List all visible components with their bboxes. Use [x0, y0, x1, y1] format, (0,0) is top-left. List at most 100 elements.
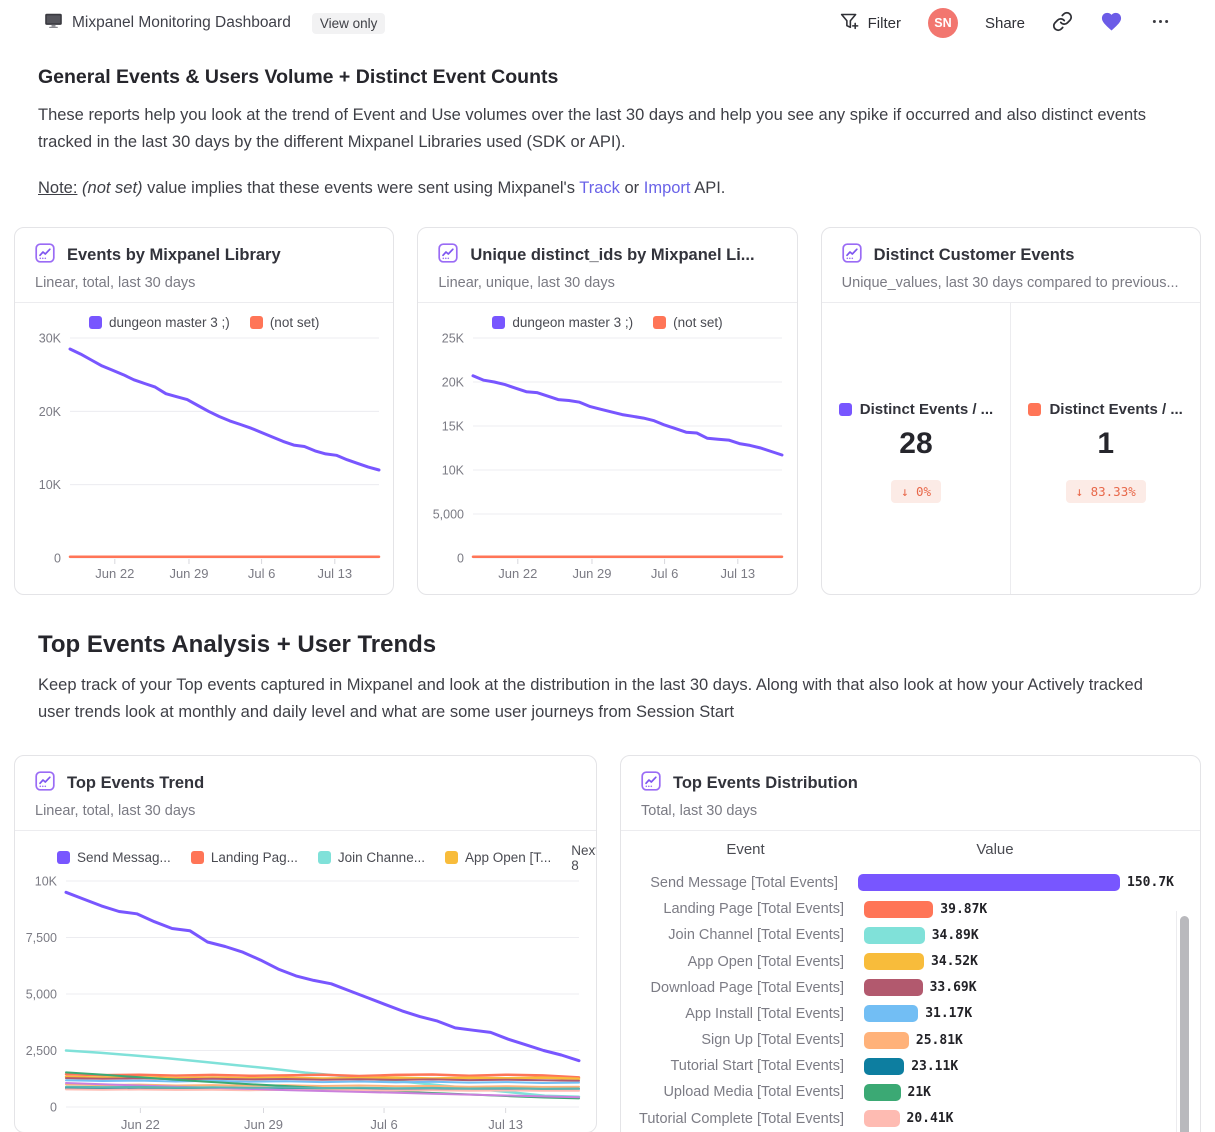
table-row[interactable]: Tutorial Start [Total Events] 23.11K	[635, 1053, 1174, 1079]
value-label: 34.89K	[931, 927, 979, 943]
line-chart-icon	[641, 771, 661, 796]
card-title-distinct-customer-events[interactable]: Distinct Customer Events	[842, 243, 1180, 268]
value-bar	[858, 874, 1121, 892]
card-subtitle: Linear, total, last 30 days	[35, 802, 196, 819]
line-chart-icon	[438, 243, 458, 268]
column-header-value: Value	[976, 840, 1014, 858]
svg-text:Jul 6: Jul 6	[248, 566, 275, 581]
table-row[interactable]: Sign Up [Total Events] 25.81K	[635, 1027, 1174, 1053]
card-unique-distinct-ids: Unique distinct_ids by Mixpanel Li... Li…	[417, 227, 798, 596]
scrollbar-thumb[interactable]	[1180, 915, 1189, 1132]
svg-text:Jun 29: Jun 29	[573, 566, 612, 581]
svg-text:30K: 30K	[39, 332, 62, 346]
page-title: Mixpanel Monitoring Dashboard	[72, 14, 291, 31]
card-title-events-by-library[interactable]: Events by Mixpanel Library	[35, 243, 373, 268]
heart-icon	[1100, 10, 1123, 37]
top-bar: Mixpanel Monitoring Dashboard View only …	[0, 0, 1215, 46]
table-row[interactable]: Tutorial Complete [Total Events] 20.41K	[635, 1106, 1174, 1132]
card-title-top-events-distribution[interactable]: Top Events Distribution	[641, 771, 1180, 796]
svg-text:7,500: 7,500	[26, 931, 57, 945]
metric-panel[interactable]: Distinct Events / ... 1 ↓ 83.33%	[1011, 303, 1200, 594]
svg-text:10K: 10K	[442, 464, 465, 478]
section-1-description: These reports help you look at the trend…	[38, 106, 1146, 151]
section-1-heading: General Events & Users Volume + Distinct…	[38, 66, 559, 88]
metric-label: Distinct Events / ...	[1049, 401, 1183, 419]
link-icon	[1052, 11, 1073, 36]
svg-text:0: 0	[457, 552, 464, 566]
card-top-events-trend: Top Events Trend Linear, total, last 30 …	[14, 754, 597, 1132]
card-title-unique-distinct-ids[interactable]: Unique distinct_ids by Mixpanel Li...	[438, 243, 776, 268]
share-button[interactable]: Share	[984, 14, 1025, 32]
svg-text:Jul 6: Jul 6	[651, 566, 678, 581]
value-label: 150.7K	[1127, 875, 1174, 891]
line-chart-icon	[35, 243, 55, 268]
card-subtitle: Unique_values, last 30 days compared to …	[841, 275, 1179, 292]
legend-item[interactable]: (not set)	[249, 315, 319, 330]
event-label: Join Channel [Total Events]	[668, 927, 844, 944]
metric-panel[interactable]: Distinct Events / ... 28 ↓ 0%	[822, 303, 1012, 595]
line-chart[interactable]: 0 5,000 10K 15K 20K 25K Jun 22 Jun 29 Jul 6 Jul 1…	[418, 330, 796, 586]
card-subtitle: Total, last 30 days	[641, 802, 758, 819]
more-options-button[interactable]	[1150, 11, 1171, 36]
legend-swatch	[444, 851, 458, 865]
note-label: Note:	[38, 179, 78, 198]
value-bar	[864, 926, 925, 944]
value-label: 34.52K	[931, 954, 978, 970]
legend-swatch	[249, 316, 263, 330]
card-top-events-distribution: Top Events Distribution Total, last 30 d…	[620, 754, 1201, 1132]
table-row[interactable]: Send Message [Total Events] 150.7K	[635, 870, 1174, 896]
legend-item[interactable]: dungeon master 3 ;)	[492, 315, 633, 330]
table-row[interactable]: Download Page [Total Events] 33.69K	[635, 975, 1174, 1001]
line-chart[interactable]: 0 2,500 5,000 7,500 10K Jun 22 Jun 29 Jul 6 Jul …	[15, 873, 596, 1132]
import-link[interactable]: Import	[643, 179, 691, 198]
legend-item[interactable]: Landing Pag...	[190, 850, 298, 865]
legend-next-8[interactable]: Next 8	[571, 842, 597, 873]
favorite-button[interactable]	[1100, 10, 1123, 37]
value-bar	[864, 953, 924, 971]
svg-text:Jun 29: Jun 29	[244, 1117, 283, 1132]
value-label: 21K	[907, 1084, 931, 1100]
view-only-badge: View only	[311, 12, 386, 34]
svg-text:Jul 13: Jul 13	[317, 566, 352, 581]
legend-item[interactable]: App Open [T...	[444, 850, 551, 865]
track-link[interactable]: Track	[579, 179, 620, 198]
svg-text:10K: 10K	[39, 479, 62, 493]
event-label: Sign Up [Total Events]	[701, 1032, 844, 1049]
card-title-top-events-trend[interactable]: Top Events Trend	[35, 771, 576, 796]
event-label: Download Page [Total Events]	[650, 979, 844, 996]
table-row[interactable]: Upload Media [Total Events] 21K	[635, 1079, 1174, 1105]
line-chart-icon	[35, 771, 55, 796]
copy-link-button[interactable]	[1052, 11, 1073, 36]
legend-item[interactable]: Send Messag...	[57, 850, 171, 865]
table-row[interactable]: Join Channel [Total Events] 34.89K	[635, 922, 1174, 948]
value-label: 31.17K	[925, 1006, 973, 1022]
value-bar	[864, 1110, 900, 1128]
event-label: App Install [Total Events]	[685, 1005, 844, 1022]
legend-item[interactable]: dungeon master 3 ;)	[88, 315, 230, 330]
note-not-set: (not set)	[82, 179, 143, 198]
section-1-note: Note: (not set) value implies that these…	[38, 179, 726, 198]
svg-text:5,000: 5,000	[433, 508, 464, 522]
svg-text:0: 0	[50, 1100, 57, 1114]
event-label: Tutorial Complete [Total Events]	[639, 1110, 844, 1127]
table-row[interactable]: App Install [Total Events] 31.17K	[635, 1001, 1174, 1027]
legend-item[interactable]: Join Channe...	[317, 850, 425, 865]
legend-swatch	[653, 316, 667, 330]
table-row[interactable]: Landing Page [Total Events] 39.87K	[635, 896, 1174, 922]
value-label: 39.87K	[940, 901, 988, 917]
avatar[interactable]: SN	[927, 8, 958, 38]
legend-item[interactable]: (not set)	[653, 315, 723, 330]
filter-button[interactable]: Filter	[839, 11, 901, 36]
metric-label: Distinct Events / ...	[859, 401, 994, 419]
svg-text:20K: 20K	[39, 405, 62, 419]
table-row[interactable]: App Open [Total Events] 34.52K	[635, 948, 1174, 974]
table-header: Event Value	[635, 841, 1174, 858]
card-subtitle: Linear, unique, last 30 days	[438, 275, 615, 292]
line-chart[interactable]: 0 10K 20K 30K Jun 22 Jun 29 Jul 6 Jul 13	[15, 330, 393, 586]
svg-text:Jun 29: Jun 29	[169, 566, 208, 581]
line-chart-icon	[842, 243, 862, 268]
svg-text:Jul 6: Jul 6	[370, 1117, 397, 1132]
event-label: App Open [Total Events]	[687, 953, 844, 970]
chart-legend: dungeon master 3 ;) (not set)	[23, 315, 385, 330]
svg-text:0: 0	[54, 552, 61, 566]
